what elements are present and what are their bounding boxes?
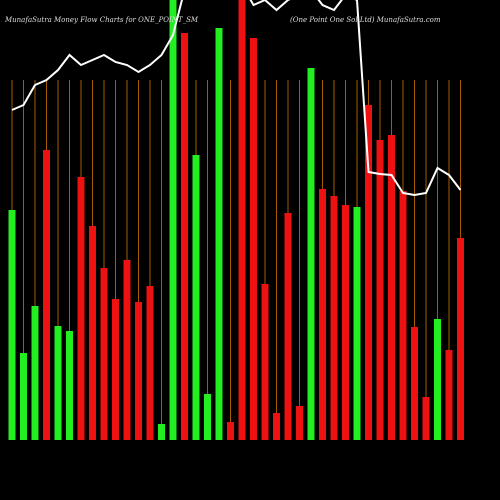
bar	[181, 33, 188, 440]
bar	[112, 299, 119, 440]
bar	[135, 302, 142, 440]
bar	[31, 306, 39, 440]
bar	[123, 260, 131, 440]
bar	[284, 213, 292, 440]
bar	[422, 397, 430, 440]
bar	[192, 155, 200, 440]
money-flow-line	[11, 0, 462, 197]
bar	[215, 28, 223, 440]
bar	[330, 196, 338, 440]
bar	[100, 268, 108, 440]
bar	[457, 238, 464, 440]
bar	[227, 422, 234, 440]
bar	[376, 140, 384, 440]
bar	[342, 205, 349, 440]
line-layer	[11, 0, 462, 197]
bar	[54, 326, 62, 440]
bar	[146, 286, 154, 440]
bar	[434, 319, 441, 440]
bar	[8, 210, 16, 440]
bar	[43, 150, 50, 440]
bar	[399, 191, 407, 440]
bar	[445, 350, 453, 440]
chart-subtitle: (One Point One Sol Ltd) MunafaSutra.com	[290, 16, 441, 24]
chart-title: MunafaSutra Money Flow Charts for ONE_PO…	[4, 16, 199, 24]
bar	[296, 406, 303, 440]
bar	[77, 177, 85, 440]
bar	[204, 394, 211, 440]
bar	[273, 413, 280, 440]
bar	[158, 424, 165, 440]
bar	[319, 189, 326, 440]
bar	[388, 135, 395, 440]
bar	[353, 207, 361, 440]
bar	[238, 0, 246, 440]
bars	[8, 0, 464, 440]
bar	[365, 105, 372, 440]
bar	[169, 0, 177, 440]
bar	[307, 68, 315, 440]
bar	[411, 327, 418, 440]
bar	[261, 284, 269, 440]
bar	[250, 38, 257, 440]
bar	[89, 226, 96, 440]
bar	[20, 353, 27, 440]
bar	[66, 331, 73, 440]
